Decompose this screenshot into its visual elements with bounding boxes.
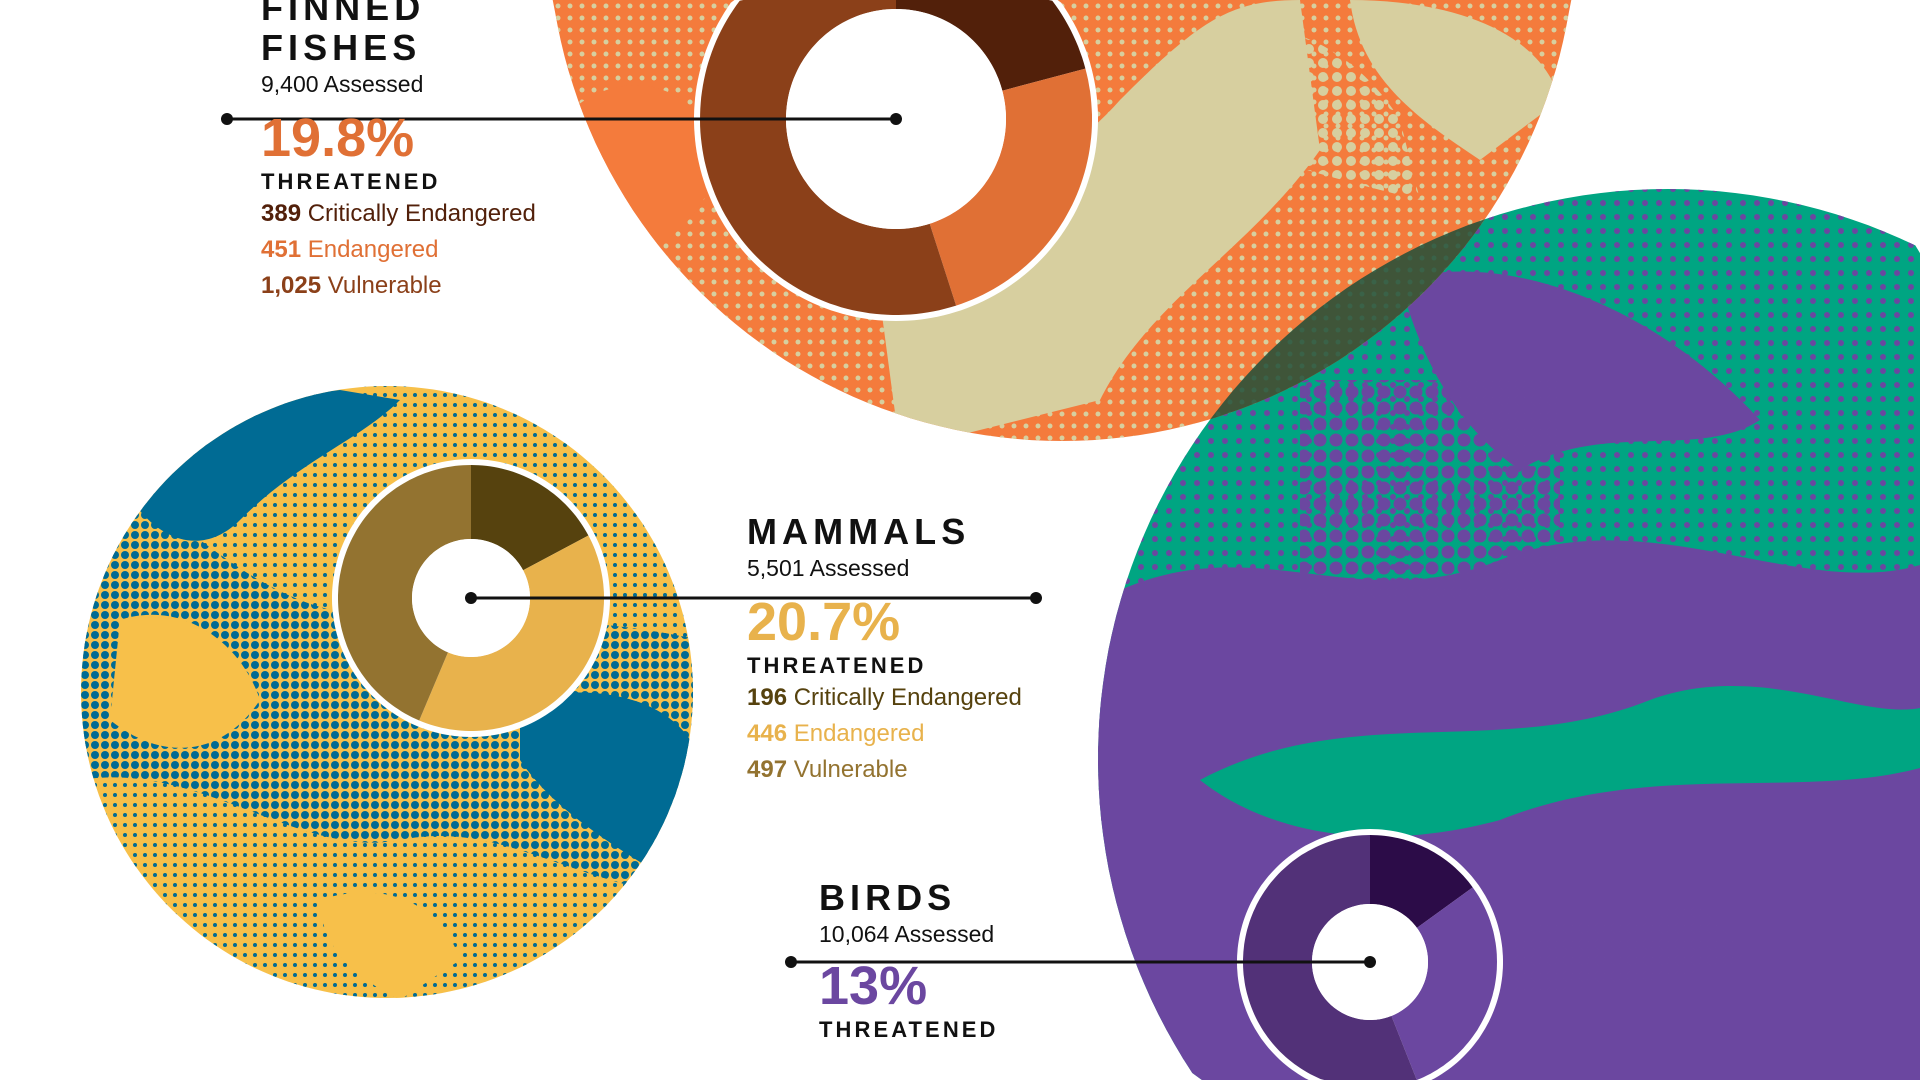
bird-assessed: 10,064 Assessed xyxy=(819,921,995,947)
mammal-vu-label: Vulnerable xyxy=(793,756,908,783)
fish-donut-segment-vulnerable xyxy=(700,0,957,315)
fish-tan-patch xyxy=(1350,0,1560,160)
mammal-leader-dot-end xyxy=(1030,592,1042,604)
bird-dot-patch xyxy=(1300,380,1560,600)
mammal-percent: 20.7% xyxy=(747,592,901,652)
bird-percent: 13% xyxy=(819,956,928,1016)
donut-charts xyxy=(221,0,1503,1080)
mammal-row-en: 446 Endangered xyxy=(747,716,1022,752)
bird-threatened-label: THREATENED xyxy=(819,1017,999,1042)
fish-row-ce: 389 Critically Endangered xyxy=(261,196,536,232)
fish-leader-dot-end xyxy=(890,113,902,125)
fish-title-line-2: FISHES xyxy=(261,27,422,68)
fish-row-en: 451 Endangered xyxy=(261,232,536,268)
fish-ce-count: 389 xyxy=(261,200,302,227)
fish-label-block: FINNED FISHES 9,400 Assessed 19.8% THREA… xyxy=(261,0,536,304)
mammal-vu-count: 497 xyxy=(747,756,788,783)
fish-en-count: 451 xyxy=(261,236,302,263)
overlap-shape xyxy=(1098,189,1576,441)
mammal-ce-count: 196 xyxy=(747,684,788,711)
bird-donut-segment-critically-endangered xyxy=(1370,835,1473,928)
fish-vu-label: Vulnerable xyxy=(327,272,442,299)
bird-leader-dot-start xyxy=(785,956,797,968)
bird-label-block: BIRDS 10,064 Assessed 13% THREATENED xyxy=(819,878,999,1044)
fish-assessed: 9,400 Assessed xyxy=(261,71,424,97)
mammal-ce-label: Critically Endangered xyxy=(793,684,1022,711)
fish-ce-label: Critically Endangered xyxy=(307,200,536,227)
mammal-title: MAMMALS xyxy=(747,511,971,552)
fish-donut-segment-endangered xyxy=(929,68,1092,306)
mammal-threatened-label: THREATENED xyxy=(747,653,927,678)
mammal-row-vu: 497 Vulnerable xyxy=(747,752,1022,788)
mammal-yellow-patch-2 xyxy=(320,892,460,998)
mammal-leader-dot-start xyxy=(465,592,477,604)
mammal-yellow-patch xyxy=(110,614,260,748)
mammal-assessed: 5,501 Assessed xyxy=(747,555,910,581)
mammal-en-count: 446 xyxy=(747,720,788,747)
overlap-region xyxy=(1098,189,1576,441)
mammal-blue-patch xyxy=(120,390,400,541)
mammal-donut-segment-endangered xyxy=(419,535,604,731)
fish-row-vu: 1,025 Vulnerable xyxy=(261,268,536,304)
bird-donut-segment-endangered xyxy=(1391,887,1497,1080)
bird-green-stripe xyxy=(1200,686,1920,837)
fish-en-label: Endangered xyxy=(307,236,439,263)
fish-title-line-1: FINNED xyxy=(261,0,426,28)
mammal-donut-segment-critically-endangered xyxy=(471,465,589,571)
fish-donut-segment-critically-endangered xyxy=(896,0,1086,91)
mammal-en-label: Endangered xyxy=(793,720,925,747)
fish-dot-patch xyxy=(1180,27,1420,201)
fish-percent: 19.8% xyxy=(261,108,415,168)
mammal-row-ce: 196 Critically Endangered xyxy=(747,680,1022,716)
fish-threatened-label: THREATENED xyxy=(261,169,441,194)
bird-title: BIRDS xyxy=(819,877,957,918)
fish-leader-dot-start xyxy=(221,113,233,125)
mammal-label-block: MAMMALS 5,501 Assessed 20.7% THREATENED … xyxy=(747,512,1022,788)
bird-leader-dot-end xyxy=(1364,956,1376,968)
bird-donut-segment-vulnerable xyxy=(1243,835,1417,1080)
mammal-donut-segment-vulnerable xyxy=(338,465,471,721)
fish-vu-count: 1,025 xyxy=(261,272,322,299)
